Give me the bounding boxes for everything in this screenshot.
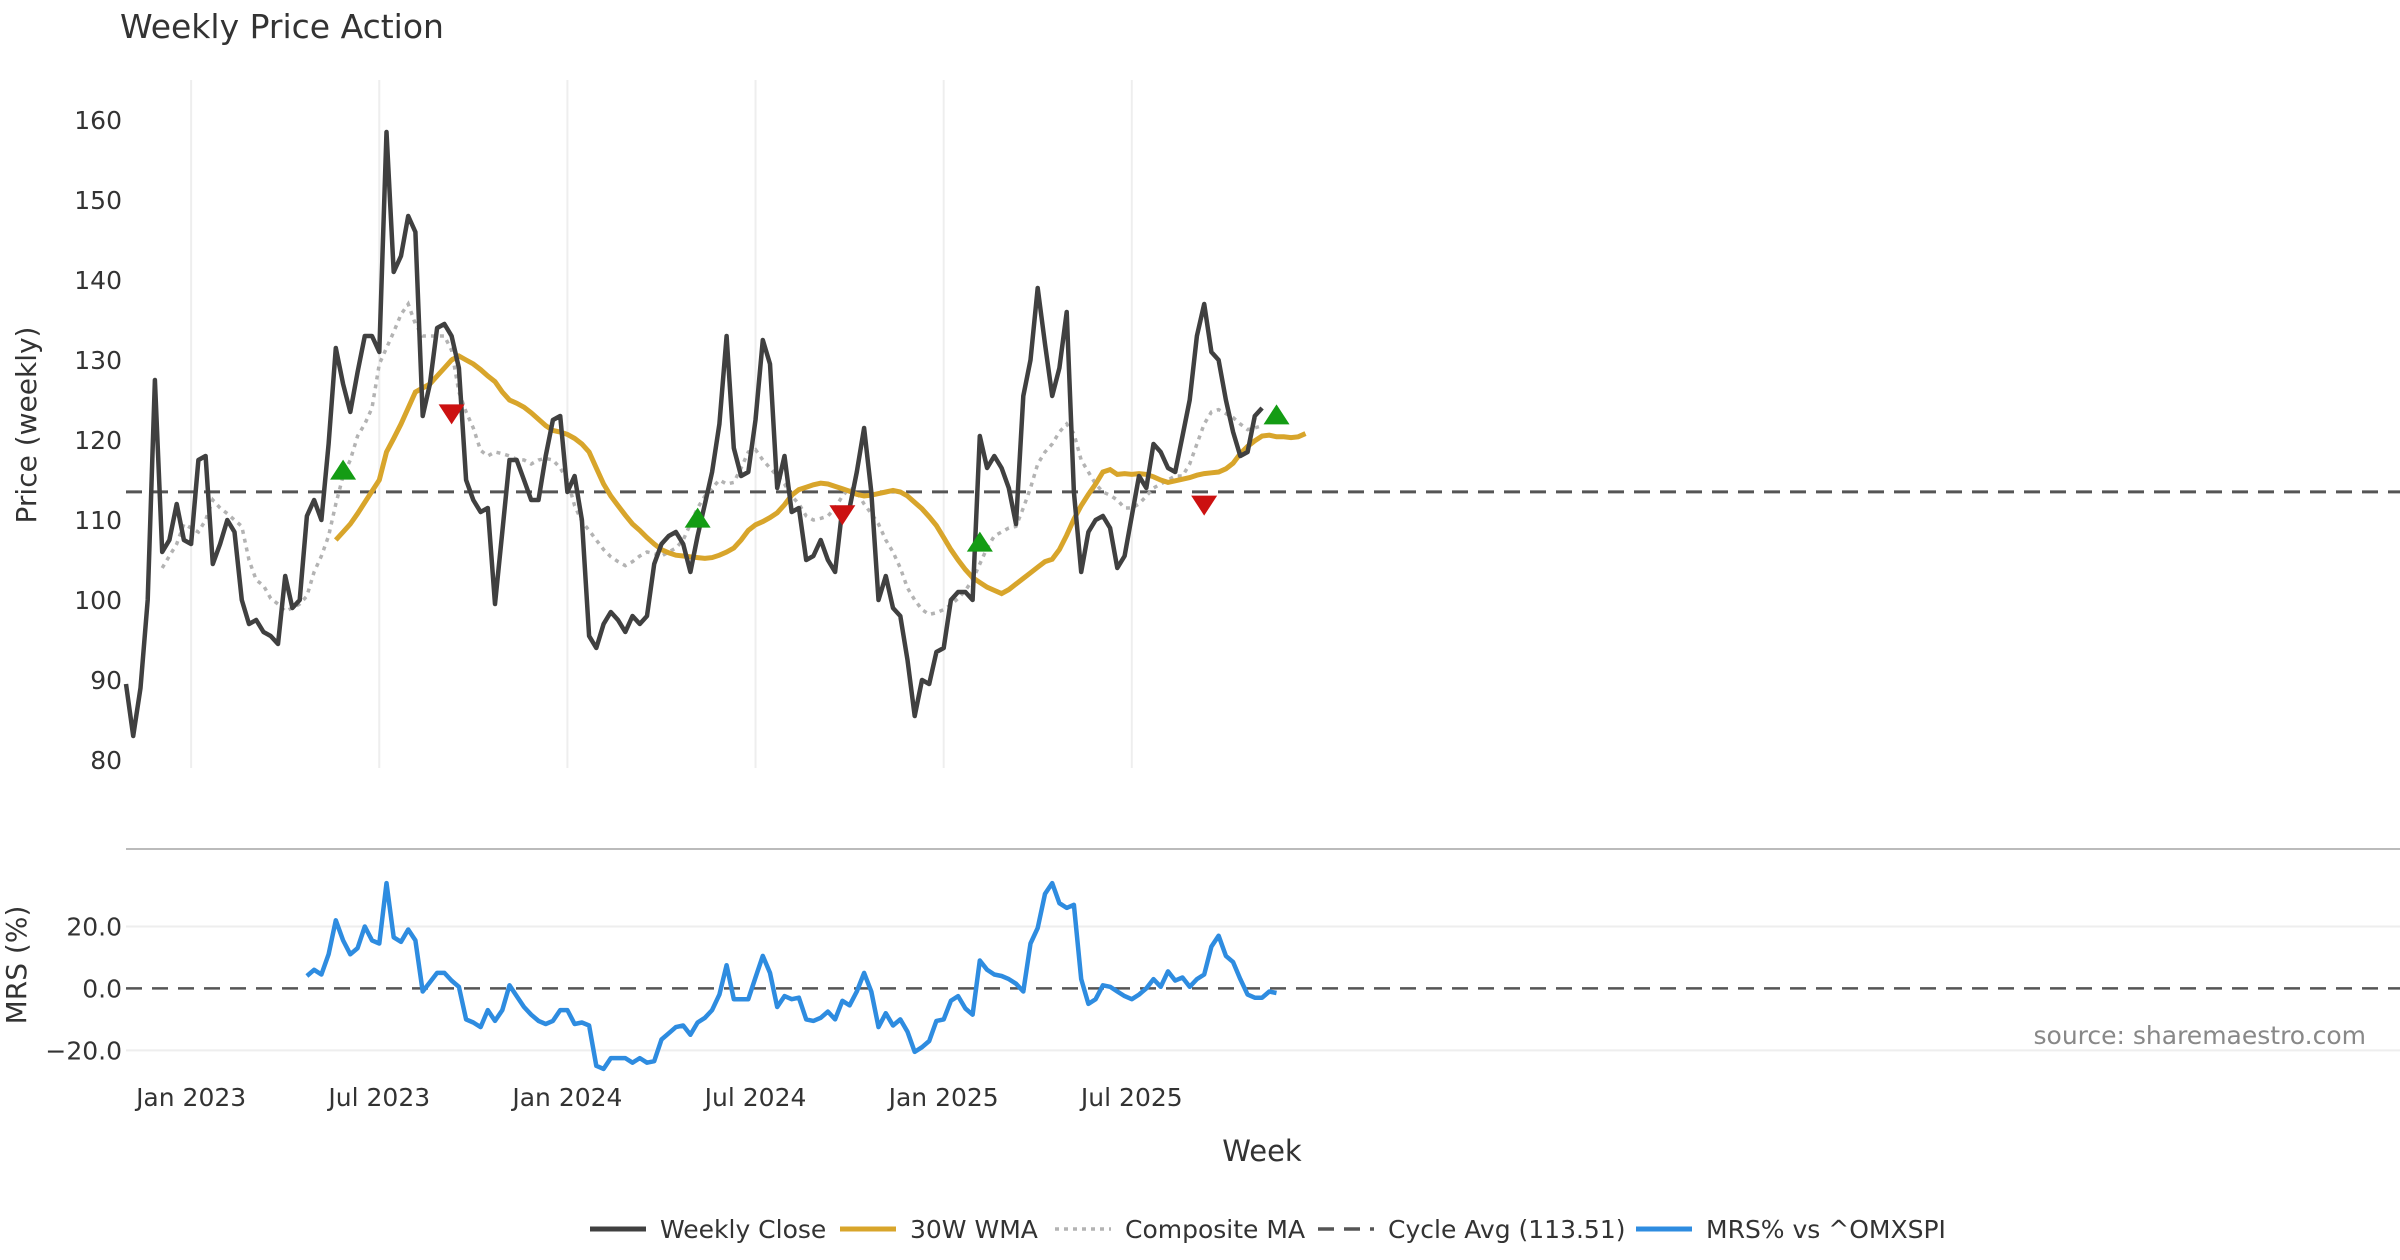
price-y-tick-label: 160 bbox=[74, 106, 122, 135]
mrs-y-tick-label: −20.0 bbox=[45, 1036, 122, 1065]
legend: Weekly Close 30W WMA Composite MA Cycle Avg… bbox=[590, 1215, 1946, 1244]
price-y-tick-label: 90 bbox=[90, 666, 122, 695]
buy-signal-marker bbox=[684, 507, 711, 528]
buy-signal-marker bbox=[330, 459, 357, 480]
legend-item: Composite MA bbox=[1055, 1215, 1305, 1244]
legend-item: 30W WMA bbox=[840, 1215, 1038, 1244]
price-panel: 80 90 100 110 120 130 140 150 160 Price (weekly) bbox=[10, 80, 2400, 775]
mrs-line bbox=[305, 880, 1277, 1072]
x-tick-label: Jul 2024 bbox=[703, 1083, 807, 1112]
x-tick-label: Jan 2024 bbox=[510, 1083, 622, 1112]
weekly-close-line bbox=[123, 129, 1264, 739]
price-y-axis-label: Price (weekly) bbox=[10, 327, 43, 524]
legend-label: Composite MA bbox=[1125, 1215, 1305, 1244]
mrs-y-tick-label: 0.0 bbox=[82, 974, 122, 1003]
legend-item: Weekly Close bbox=[590, 1215, 826, 1244]
sell-signal-marker bbox=[438, 404, 465, 425]
mrs-y-ticks: −20.0 0.0 20.0 bbox=[45, 912, 122, 1065]
signal-markers bbox=[330, 404, 1290, 552]
price-y-tick-label: 80 bbox=[90, 746, 122, 775]
sell-signal-marker bbox=[1191, 495, 1218, 516]
x-axis-label: Week bbox=[1222, 1134, 1302, 1168]
legend-label: Cycle Avg (113.51) bbox=[1388, 1215, 1626, 1244]
legend-label: Weekly Close bbox=[660, 1215, 826, 1244]
x-tick-label: Jul 2025 bbox=[1079, 1083, 1183, 1112]
mrs-y-axis-label: MRS (%) bbox=[0, 906, 33, 1025]
legend-label: MRS% vs ^OMXSPI bbox=[1706, 1215, 1946, 1244]
price-y-tick-label: 140 bbox=[74, 266, 122, 295]
buy-signal-marker bbox=[966, 531, 993, 552]
price-y-tick-label: 120 bbox=[74, 426, 122, 455]
chart-title: Weekly Price Action bbox=[120, 7, 444, 46]
legend-label: 30W WMA bbox=[910, 1215, 1038, 1244]
price-vertical-gridlines bbox=[190, 80, 1133, 768]
price-y-tick-label: 100 bbox=[74, 586, 122, 615]
x-tick-label: Jan 2025 bbox=[887, 1083, 999, 1112]
legend-item: Cycle Avg (113.51) bbox=[1318, 1215, 1626, 1244]
mrs-y-tick-label: 20.0 bbox=[66, 912, 122, 941]
source-note: source: sharemaestro.com bbox=[2034, 1021, 2367, 1050]
x-tick-labels: Jan 2023 Jul 2023 Jan 2024 Jul 2024 Jan 2025… bbox=[134, 1083, 1183, 1112]
x-tick-label: Jul 2023 bbox=[326, 1083, 430, 1112]
price-y-tick-label: 130 bbox=[74, 346, 122, 375]
wma-30w-line bbox=[333, 353, 1307, 597]
mrs-panel: −20.0 0.0 20.0 MRS (%) source: sharemaestr… bbox=[0, 880, 2400, 1072]
price-y-ticks: 80 90 100 110 120 130 140 150 160 bbox=[74, 106, 122, 775]
buy-signal-marker bbox=[1263, 404, 1290, 425]
price-y-tick-label: 110 bbox=[74, 506, 122, 535]
sell-signal-marker bbox=[829, 505, 856, 526]
legend-item: MRS% vs ^OMXSPI bbox=[1636, 1215, 1946, 1244]
price-y-tick-label: 150 bbox=[74, 186, 122, 215]
x-tick-label: Jan 2023 bbox=[134, 1083, 246, 1112]
mrs-gridlines bbox=[126, 925, 2400, 1052]
